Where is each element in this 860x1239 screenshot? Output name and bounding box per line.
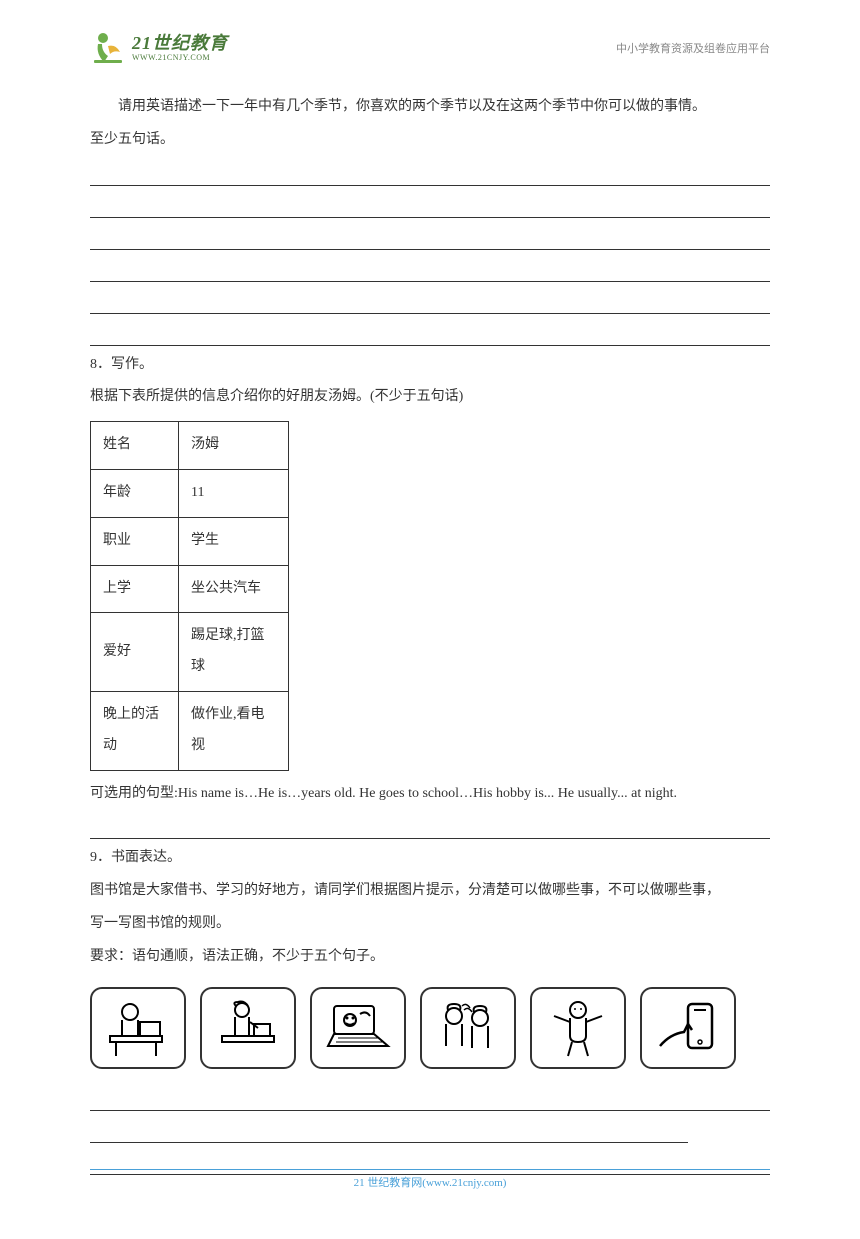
blank-line: [90, 318, 770, 346]
content-area: 请用英语描述一下一年中有几个季节，你喜欢的两个季节以及在这两个季节中你可以做的事…: [90, 92, 770, 1175]
pic-writing: [200, 987, 296, 1069]
table-cell: 坐公共汽车: [179, 565, 289, 613]
table-row: 上学坐公共汽车: [91, 565, 289, 613]
table-cell: 姓名: [91, 422, 179, 470]
table-cell: 晚上的活动: [91, 691, 179, 770]
logo-sub-text: WWW.21CNJY.COM: [132, 54, 228, 63]
table-row: 职业学生: [91, 517, 289, 565]
q9-req: 要求：语句通顺，语法正确，不少于五个句子。: [90, 942, 770, 973]
table-cell: 汤姆: [179, 422, 289, 470]
q9-num: 9．书面表达。: [90, 843, 770, 874]
table-cell: 职业: [91, 517, 179, 565]
table-cell: 上学: [91, 565, 179, 613]
blank-line: [90, 254, 770, 282]
logo-text: 21世纪教育 WWW.21CNJY.COM: [132, 34, 228, 63]
logo-main-text: 21世纪教育: [132, 34, 228, 54]
table-cell: 年龄: [91, 469, 179, 517]
pic-reading: [90, 987, 186, 1069]
q8-intro: 根据下表所提供的信息介绍你的好朋友汤姆。(不少于五句话): [90, 382, 770, 413]
logo-block: 21世纪教育 WWW.21CNJY.COM: [90, 30, 228, 66]
header-right-text: 中小学教育资源及组卷应用平台: [616, 40, 770, 56]
q7-line2: 至少五句话。: [90, 125, 770, 156]
blank-line: [90, 222, 770, 250]
q8-hint: 可选用的句型:His name is…He is…years old. He g…: [90, 779, 770, 810]
pic-talking: [420, 987, 516, 1069]
logo-icon: [90, 30, 126, 66]
q7-line1: 请用英语描述一下一年中有几个季节，你喜欢的两个季节以及在这两个季节中你可以做的事…: [90, 92, 770, 123]
table-row: 年龄11: [91, 469, 289, 517]
table-cell: 做作业,看电视: [179, 691, 289, 770]
picture-row: [90, 987, 770, 1069]
page-container: 21世纪教育 WWW.21CNJY.COM 中小学教育资源及组卷应用平台 请用英…: [0, 0, 860, 1239]
q8-num: 8．写作。: [90, 350, 770, 381]
table-cell: 踢足球,打篮球: [179, 613, 289, 692]
table-body: 姓名汤姆年龄11职业学生上学坐公共汽车爱好踢足球,打篮球晚上的活动做作业,看电视: [91, 422, 289, 770]
q9-line1: 图书馆是大家借书、学习的好地方，请同学们根据图片提示，分清楚可以做哪些事，不可以…: [90, 876, 770, 907]
blank-line: [90, 286, 770, 314]
page-footer: 21 世纪教育网(www.21cnjy.com): [90, 1169, 770, 1190]
blank-line: [90, 1083, 770, 1111]
table-row: 姓名汤姆: [91, 422, 289, 470]
pic-laptop: [310, 987, 406, 1069]
info-table: 姓名汤姆年龄11职业学生上学坐公共汽车爱好踢足球,打篮球晚上的活动做作业,看电视: [90, 421, 289, 770]
table-cell: 学生: [179, 517, 289, 565]
blank-line: [90, 811, 770, 839]
table-cell: 爱好: [91, 613, 179, 692]
blank-line-short: [90, 1115, 688, 1143]
table-row: 晚上的活动做作业,看电视: [91, 691, 289, 770]
blank-line: [90, 190, 770, 218]
pic-exercise: [530, 987, 626, 1069]
pic-phone: [640, 987, 736, 1069]
table-cell: 11: [179, 469, 289, 517]
page-header: 21世纪教育 WWW.21CNJY.COM 中小学教育资源及组卷应用平台: [90, 30, 770, 66]
blank-line: [90, 158, 770, 186]
q9-line2: 写一写图书馆的规则。: [90, 909, 770, 940]
table-row: 爱好踢足球,打篮球: [91, 613, 289, 692]
